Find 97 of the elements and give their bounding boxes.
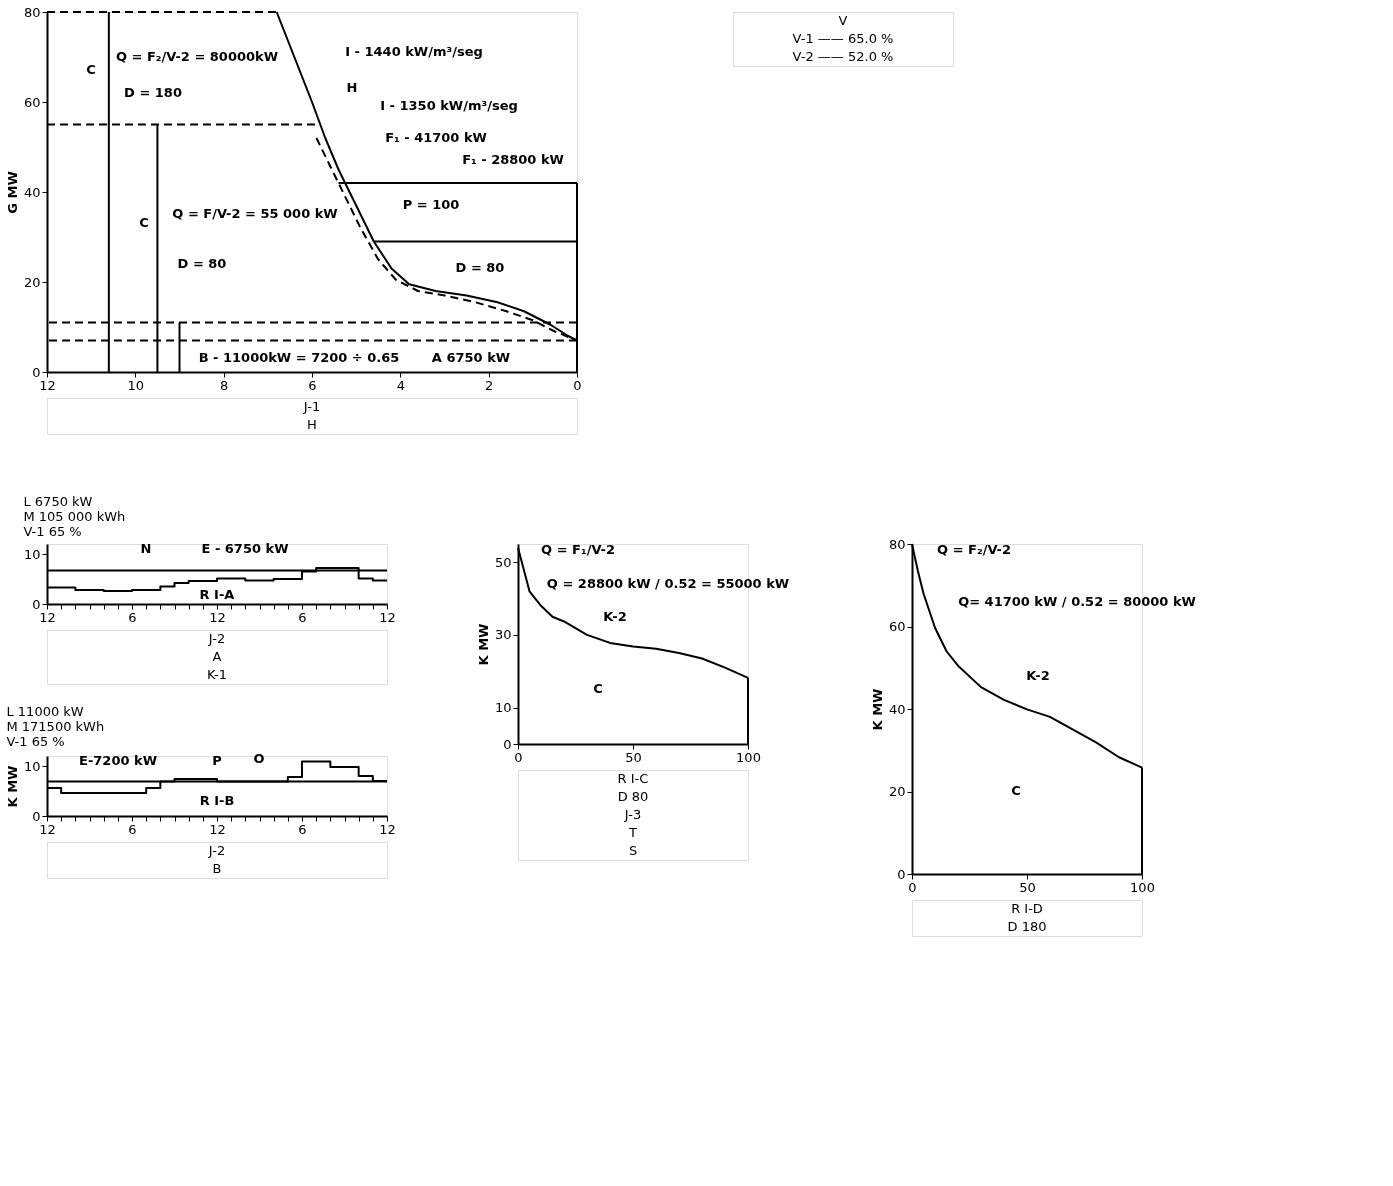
x-tick-label: 10 xyxy=(127,377,145,393)
y-tick-label: 30 xyxy=(494,627,512,643)
text: A xyxy=(212,649,222,664)
y-tick-label: 0 xyxy=(32,596,41,612)
annotation: E - 6750 kW xyxy=(201,541,289,556)
y-tick-label: 60 xyxy=(888,619,906,634)
y-tick-label: 20 xyxy=(888,784,906,799)
text: V-1 —— 65.0 % xyxy=(792,31,894,46)
y-axis-title: K MW xyxy=(475,623,491,666)
annotation: I - 1350 kW/m³/seg xyxy=(380,98,518,113)
annotation: Q = F₁/V-2 xyxy=(541,542,615,557)
x-tick-label: 6 xyxy=(298,609,307,625)
y-tick-label: 0 xyxy=(897,866,906,882)
x-tick-label: 4 xyxy=(396,377,405,393)
y-tick-label: 60 xyxy=(23,94,41,110)
x-tick-label: 2 xyxy=(485,377,494,393)
annotation: F₁ - 41700 kW xyxy=(385,130,487,145)
y-tick-label: 0 xyxy=(503,736,512,752)
text: S xyxy=(628,843,638,858)
y-tick-label: 50 xyxy=(494,554,512,570)
annotation: H xyxy=(346,80,358,95)
annotation: K-2 xyxy=(603,609,627,624)
x-tick-label: 50 xyxy=(625,749,642,765)
annotation: Q = F/V-2 = 55 000 kW xyxy=(172,206,338,221)
y-axis-title: K MW xyxy=(4,765,20,808)
annotation: I - 1440 kW/m³/seg xyxy=(345,44,483,59)
x-tick-label: 6 xyxy=(128,821,137,837)
x-tick-label: 50 xyxy=(1019,879,1036,895)
x-tick-label: 12 xyxy=(39,609,56,625)
text: R I-C xyxy=(617,771,649,786)
text: L 11000 kW xyxy=(6,704,84,719)
annotation: C xyxy=(139,215,149,230)
x-tick-label: 12 xyxy=(39,821,56,837)
text: D 80 xyxy=(617,789,649,804)
text: V xyxy=(838,13,848,28)
x-tick-label: 12 xyxy=(379,609,396,625)
annotation: E-7200 kW xyxy=(79,753,157,768)
annotation: Q= 41700 kW / 0.52 = 80000 kW xyxy=(958,594,1196,609)
annotation: D = 80 xyxy=(455,260,505,275)
x-tick-label: 12 xyxy=(379,821,396,837)
text: V-2 —— 52.0 % xyxy=(792,49,894,64)
annotation: C xyxy=(593,681,603,696)
text: L 6750 kW xyxy=(23,494,93,509)
annotation: D = 80 xyxy=(177,256,227,271)
x-tick-label: 0 xyxy=(908,879,917,895)
x-tick-label: 100 xyxy=(1130,879,1155,895)
annotation: P = 100 xyxy=(402,197,460,212)
text: M 171500 kWh xyxy=(6,719,105,734)
annotation: B - 11000kW = 7200 ÷ 0.65 xyxy=(198,350,400,365)
annotation: A 6750 kW xyxy=(431,350,511,365)
x-tick-label: 12 xyxy=(209,821,226,837)
annotation: O xyxy=(253,751,265,766)
y-axis-title: G MW xyxy=(4,171,20,214)
text: H xyxy=(307,417,317,432)
annotation: F₁ - 28800 kW xyxy=(462,152,564,167)
annotation: D = 180 xyxy=(124,85,182,100)
x-tick-label: 8 xyxy=(220,377,229,393)
text: J-2 xyxy=(207,631,226,646)
x-tick-label: 100 xyxy=(736,749,761,765)
annotation: C xyxy=(1011,783,1021,798)
annotation: R I-A xyxy=(199,587,235,602)
annotation: Q = 28800 kW / 0.52 = 55000 kW xyxy=(546,576,790,591)
y-tick-label: 10 xyxy=(494,700,512,716)
y-axis-title: K MW xyxy=(869,688,885,731)
text: J-3 xyxy=(623,807,642,822)
y-tick-label: 80 xyxy=(23,4,41,20)
x-tick-label: 12 xyxy=(39,377,56,393)
y-tick-label: 20 xyxy=(23,274,41,290)
annotation: P xyxy=(212,753,222,768)
y-tick-label: 40 xyxy=(888,701,906,717)
x-tick-label: 6 xyxy=(128,609,137,625)
text: J-2 xyxy=(207,843,226,858)
annotation: R I-B xyxy=(199,793,235,808)
text: M 105 000 kWh xyxy=(23,509,126,524)
y-tick-label: 80 xyxy=(888,536,906,552)
annotation: N xyxy=(140,541,152,556)
x-tick-label: 6 xyxy=(308,377,317,393)
y-tick-label: 10 xyxy=(23,546,41,562)
y-tick-label: 0 xyxy=(32,808,41,824)
text: V-1 65 % xyxy=(23,524,82,539)
x-tick-label: 12 xyxy=(209,609,226,625)
annotation: C xyxy=(86,62,96,77)
annotation: K-2 xyxy=(1026,668,1050,683)
text: D 180 xyxy=(1007,919,1047,934)
text: V-1 65 % xyxy=(6,734,65,749)
x-tick-label: 0 xyxy=(514,749,523,765)
x-tick-label: 0 xyxy=(573,377,582,393)
annotation: Q = F₂/V-2 xyxy=(937,542,1011,557)
text: B xyxy=(212,861,222,876)
annotation: Q = F₂/V-2 = 80000kW xyxy=(115,49,279,64)
text: T xyxy=(628,825,638,840)
y-tick-label: 0 xyxy=(32,364,41,380)
y-tick-label: 40 xyxy=(23,184,41,200)
text: J-1 xyxy=(302,399,321,414)
x-tick-label: 6 xyxy=(298,821,307,837)
text: K-1 xyxy=(206,667,228,682)
text: R I-D xyxy=(1011,901,1043,916)
